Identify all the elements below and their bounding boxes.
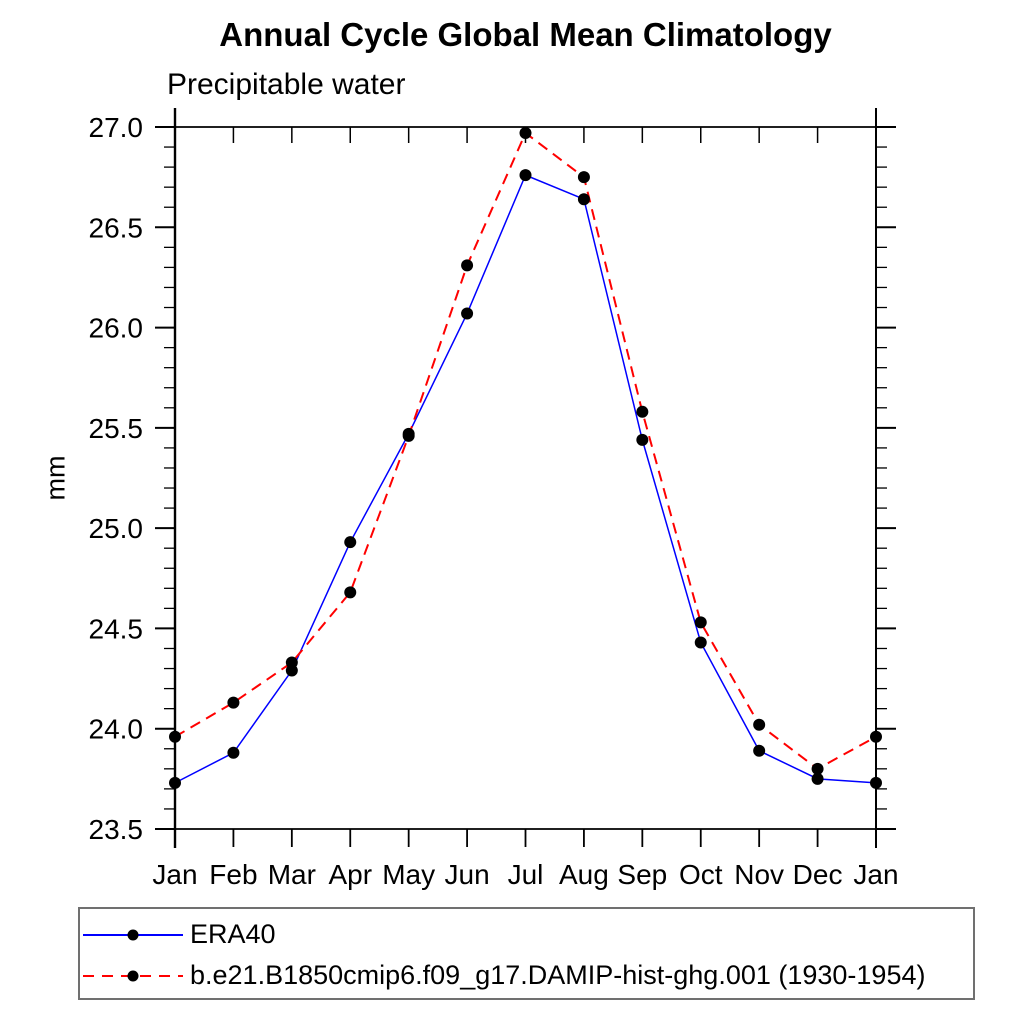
x-tick-label: Mar <box>268 859 316 890</box>
x-tick-label: Aug <box>559 859 609 890</box>
x-tick-label: May <box>382 859 435 890</box>
x-tick-label: Jan <box>152 859 197 890</box>
data-point-marker <box>169 776 181 789</box>
legend-line-sample-dashed <box>83 970 183 981</box>
data-point-marker <box>577 193 590 206</box>
legend-item-model: b.e21.B1850cmip6.f09_g17.DAMIP-hist-ghg.… <box>83 955 973 996</box>
x-tick-label: Dec <box>793 859 843 890</box>
y-tick-label: 24.5 <box>89 613 144 644</box>
legend-item-era40: ERA40 <box>83 914 973 955</box>
x-tick-label: Jan <box>853 859 898 890</box>
data-point-marker <box>519 127 532 140</box>
legend-label-era40: ERA40 <box>190 919 276 949</box>
data-point-marker <box>870 776 882 789</box>
x-tick-label: Oct <box>679 859 723 890</box>
y-tick-label: 25.0 <box>89 513 144 544</box>
data-point-marker <box>811 772 824 785</box>
data-point-marker <box>636 433 649 446</box>
x-tick-label: Sep <box>617 859 667 890</box>
data-point-marker <box>694 636 707 649</box>
data-point-marker <box>285 656 298 669</box>
legend-label-model: b.e21.B1850cmip6.f09_g17.DAMIP-hist-ghg.… <box>190 960 926 990</box>
data-point-marker <box>753 718 766 731</box>
data-point-marker <box>461 307 474 320</box>
x-tick-label: Nov <box>734 859 784 890</box>
data-point-marker <box>519 169 532 182</box>
series-line-solid <box>174 174 877 784</box>
data-point-marker <box>169 730 181 743</box>
y-tick-label: 25.5 <box>89 413 144 444</box>
data-point-marker <box>753 744 766 757</box>
y-tick-label: 23.5 <box>89 814 144 845</box>
legend-marker-dot-icon <box>127 970 139 981</box>
data-point-marker <box>577 171 590 184</box>
data-point-marker <box>227 696 240 709</box>
legend-box: ERA40 b.e21.B1850cmip6.f09_g17.DAMIP-his… <box>78 907 975 1000</box>
data-point-marker <box>694 616 707 629</box>
data-point-marker <box>811 762 824 775</box>
data-point-marker <box>344 586 357 599</box>
y-tick-label: 24.0 <box>89 714 144 745</box>
x-tick-label: Jul <box>508 859 544 890</box>
x-tick-label: Feb <box>209 859 257 890</box>
y-tick-label: 26.5 <box>89 212 144 243</box>
legend-line-sample-solid <box>83 929 183 940</box>
data-point-marker <box>402 429 415 442</box>
data-point-marker <box>461 259 474 272</box>
chart-title: Annual Cycle Global Mean Climatology <box>219 16 832 53</box>
chart-subtitle: Precipitable water <box>167 68 406 101</box>
data-point-marker <box>227 746 240 759</box>
data-point-marker <box>636 405 649 418</box>
series-line-dashed <box>174 131 877 771</box>
x-tick-label: Jun <box>445 859 490 890</box>
data-point-marker <box>870 730 882 743</box>
x-tick-label: Apr <box>328 859 372 890</box>
y-tick-label: 27.0 <box>89 112 144 143</box>
data-point-marker <box>344 536 357 549</box>
legend-marker-dot-icon <box>127 929 139 940</box>
y-tick-label: 26.0 <box>89 313 144 344</box>
